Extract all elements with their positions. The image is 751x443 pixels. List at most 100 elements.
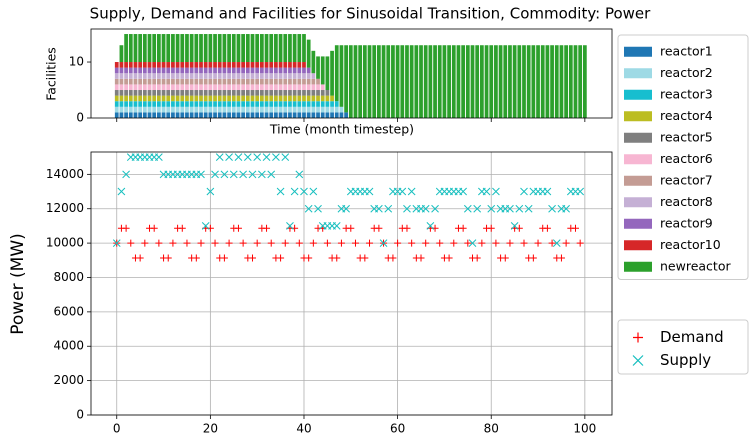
bar-segment [180, 106, 185, 113]
bar-segment [320, 112, 325, 118]
bar-segment [157, 73, 161, 79]
bar-segment [171, 90, 175, 96]
chart-title: Supply, Demand and Facilities for Sinuso… [90, 5, 651, 23]
bar-segment [259, 73, 264, 79]
bar-segment [133, 78, 138, 85]
marker [361, 254, 369, 262]
bar-segment [222, 34, 227, 63]
bar-segment [157, 34, 161, 63]
bar-segment [171, 78, 175, 85]
bar-segment [128, 101, 133, 107]
bar-segment [175, 101, 180, 107]
bar-segment [152, 106, 157, 113]
bar-segment [114, 84, 119, 91]
bar-segment [203, 112, 208, 118]
bar-segment [203, 62, 208, 68]
bar-segment [194, 62, 199, 68]
bar-segment [152, 90, 157, 96]
legend-swatch [624, 68, 652, 79]
marker [552, 239, 561, 247]
bar-segment [302, 95, 306, 102]
marker [473, 204, 482, 213]
marker [122, 224, 130, 232]
bar-segment [124, 73, 128, 79]
marker [258, 170, 266, 179]
bar-segment [288, 101, 292, 107]
marker [529, 254, 537, 262]
bar-segment [241, 112, 246, 118]
marker [253, 239, 261, 247]
bar-segment [339, 45, 344, 107]
bar-segment [128, 67, 133, 74]
bar-segment [274, 112, 278, 118]
bar-segment [264, 101, 269, 107]
bar-segment [119, 78, 124, 85]
marker [229, 170, 238, 179]
bar-segment [124, 78, 128, 85]
bar-segment [128, 106, 133, 113]
bar-segment [250, 67, 255, 74]
bar-segment [503, 45, 508, 118]
marker [445, 254, 453, 262]
bar-segment [133, 101, 138, 107]
bar-segment [377, 45, 381, 118]
marker [389, 254, 397, 262]
bar-segment [236, 84, 241, 91]
bar-segment [245, 112, 250, 118]
bar-segment [142, 106, 147, 113]
bar-segment [231, 112, 236, 118]
bar-segment [189, 112, 194, 118]
marker [122, 170, 130, 179]
marker [417, 254, 425, 262]
bar-segment [124, 67, 128, 74]
bar-segment [194, 78, 199, 85]
bar-segment [203, 106, 208, 113]
bar-segment [147, 84, 152, 91]
bar-segment [161, 62, 166, 68]
bar-segment [185, 90, 189, 96]
bar-segment [283, 34, 288, 63]
bar-segment [175, 112, 180, 118]
marker [262, 153, 271, 162]
bar-segment [255, 34, 260, 63]
bar-segment [306, 67, 311, 74]
bar-segment [288, 95, 292, 102]
bar-segment [185, 34, 189, 63]
bar-segment [142, 78, 147, 85]
bar-segment [119, 45, 124, 63]
bar-segment [142, 101, 147, 107]
bar-segment [142, 90, 147, 96]
bar-segment [540, 45, 545, 118]
bar-segment [161, 112, 166, 118]
marker [192, 254, 200, 262]
bar-segment [320, 101, 325, 107]
bar-segment [227, 106, 231, 113]
marker [309, 239, 317, 247]
bar-segment [199, 101, 203, 107]
legend-marker [632, 355, 644, 366]
marker [239, 170, 247, 179]
bar-segment [166, 34, 171, 63]
bar-segment [175, 62, 180, 68]
bar-segment [180, 34, 185, 63]
bar-segment [264, 90, 269, 96]
bar-segment [147, 101, 152, 107]
bar-segment [138, 73, 143, 79]
marker [178, 224, 186, 232]
bar-segment [208, 90, 213, 96]
legend-label: reactor5 [660, 129, 713, 144]
bar-segment [236, 95, 241, 102]
bar-segment [259, 95, 264, 102]
bar-segment [114, 73, 119, 79]
bar-segment [185, 67, 189, 74]
bar-segment [138, 101, 143, 107]
marker [286, 222, 294, 230]
bar-segment [292, 106, 297, 113]
bar-segment [217, 95, 222, 102]
bar-segment [208, 112, 213, 118]
marker [351, 239, 359, 247]
marker [305, 254, 313, 262]
bar-segment [264, 78, 269, 85]
legend-swatch [624, 197, 652, 208]
bar-segment [166, 106, 171, 113]
